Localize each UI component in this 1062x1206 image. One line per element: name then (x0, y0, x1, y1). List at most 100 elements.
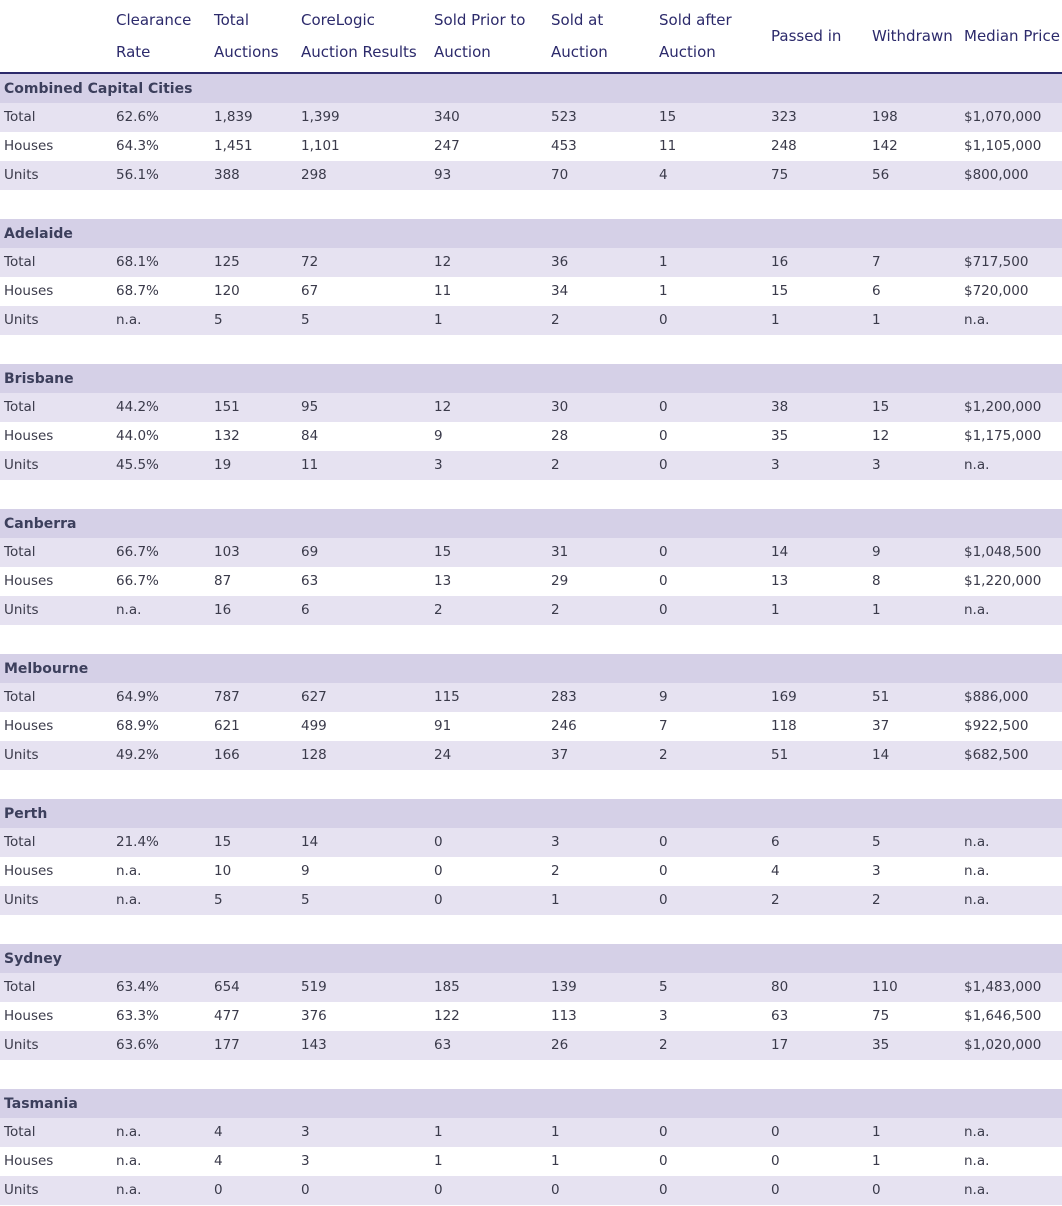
table-cell: 9 (872, 544, 881, 560)
table-row: Houses n.a. 10 9 0 2 0 4 3 n.a. (0, 857, 1062, 886)
region-title: Sydney (0, 944, 1062, 973)
table-cell: 9 (434, 428, 443, 444)
table-cell: 1,101 (301, 138, 340, 154)
table-cell: $717,500 (964, 254, 1029, 270)
table-cell: 0 (301, 1182, 310, 1198)
table-cell: 63 (301, 573, 319, 589)
row-label: Units (4, 312, 39, 328)
table-cell: 91 (434, 718, 452, 734)
header-sold-after: Sold after Auction (659, 11, 732, 61)
table-cell: 248 (771, 138, 797, 154)
table-row: Total 66.7% 103 69 15 31 0 14 9 $1,048,500 (0, 538, 1062, 567)
table-cell: 185 (434, 979, 460, 995)
row-label: Houses (4, 428, 54, 444)
table-cell: 1 (872, 1124, 881, 1140)
table-cell: 63 (434, 1037, 452, 1053)
table-cell: 340 (434, 109, 460, 125)
table-cell: 5 (872, 834, 881, 850)
table-cell: 1 (551, 1153, 560, 1169)
table-cell: 35 (771, 428, 789, 444)
table-cell: n.a. (964, 863, 990, 879)
table-row: Units 56.1% 388 298 93 70 4 75 56 $800,000 (0, 161, 1062, 190)
table-cell: 0 (551, 1182, 560, 1198)
table-cell: 1 (434, 1153, 443, 1169)
row-label: Total (4, 834, 36, 850)
table-cell: 246 (551, 718, 577, 734)
table-cell: 5 (301, 892, 310, 908)
table-cell: 177 (214, 1037, 240, 1053)
table-cell: 5 (214, 892, 223, 908)
table-cell: 62.6% (116, 109, 159, 125)
table-cell: n.a. (964, 1182, 990, 1198)
table-cell: 6 (872, 283, 881, 299)
table-cell: 66.7% (116, 573, 159, 589)
table-row: Total 62.6% 1,839 1,399 340 523 15 323 198 $1,070… (0, 103, 1062, 132)
table-cell: 1,399 (301, 109, 340, 125)
table-cell: 2 (659, 1037, 668, 1053)
table-cell: 4 (214, 1153, 223, 1169)
row-label: Units (4, 1037, 39, 1053)
table-cell: 75 (872, 1008, 890, 1024)
header-total-auctions: Total Auctions (214, 11, 279, 61)
table-cell: 12 (434, 254, 452, 270)
row-label: Total (4, 689, 36, 705)
table-cell: 151 (214, 399, 240, 415)
table-cell: 0 (659, 428, 668, 444)
header-withdrawn: Withdrawn (872, 27, 953, 45)
table-cell: 1 (659, 283, 668, 299)
table-cell: 166 (214, 747, 240, 763)
header-sold-prior: Sold Prior to Auction (434, 11, 526, 61)
table-row: Houses 66.7% 87 63 13 29 0 13 8 $1,220,000 (0, 567, 1062, 596)
table-cell: 0 (659, 1124, 668, 1140)
table-cell: 0 (659, 1182, 668, 1198)
table-row: Total n.a. 4 3 1 1 0 0 1 n.a. (0, 1118, 1062, 1147)
table-row: Units 49.2% 166 128 24 37 2 51 14 $682,500 (0, 741, 1062, 770)
table-cell: 7 (872, 254, 881, 270)
row-label: Houses (4, 1153, 54, 1169)
table-cell: 0 (434, 1182, 443, 1198)
table-cell: 110 (872, 979, 898, 995)
table-cell: 72 (301, 254, 319, 270)
table-cell: 87 (214, 573, 232, 589)
table-cell: 0 (659, 544, 668, 560)
table-cell: n.a. (116, 312, 142, 328)
table-cell: $1,105,000 (964, 138, 1042, 154)
row-label: Total (4, 399, 36, 415)
row-label: Houses (4, 138, 54, 154)
header-sold-at: Sold at Auction (551, 11, 608, 61)
table-cell: 2 (551, 312, 560, 328)
region-spacer (0, 915, 1062, 944)
table-cell: 70 (551, 167, 569, 183)
table-cell: 14 (771, 544, 789, 560)
table-row: Houses 68.9% 621 499 91 246 7 118 37 $922,500 (0, 712, 1062, 741)
table-cell: 15 (214, 834, 232, 850)
table-cell: 28 (551, 428, 569, 444)
table-cell: n.a. (116, 1182, 142, 1198)
table-cell: 3 (659, 1008, 668, 1024)
table-cell: $800,000 (964, 167, 1029, 183)
table-row: Total 44.2% 151 95 12 30 0 38 15 $1,200,000 (0, 393, 1062, 422)
table-cell: 2 (872, 892, 881, 908)
table-cell: 16 (214, 602, 232, 618)
row-label: Total (4, 254, 36, 270)
table-cell: 0 (771, 1182, 780, 1198)
region-spacer (0, 190, 1062, 219)
table-cell: 13 (434, 573, 452, 589)
table-body: Combined Capital Cities Total 62.6% 1,839 1,… (0, 74, 1062, 1205)
table-cell: 8 (872, 573, 881, 589)
table-cell: 10 (214, 863, 232, 879)
table-cell: 142 (872, 138, 898, 154)
table-cell: 68.9% (116, 718, 159, 734)
table-row: Houses 63.3% 477 376 122 113 3 63 75 $1,646,500 (0, 1002, 1062, 1031)
row-label: Houses (4, 573, 54, 589)
table-cell: 5 (659, 979, 668, 995)
table-cell: 35 (872, 1037, 890, 1053)
table-cell: 5 (214, 312, 223, 328)
table-cell: 1 (872, 1153, 881, 1169)
table-cell: 69 (301, 544, 319, 560)
row-label: Houses (4, 863, 54, 879)
table-row: Units 45.5% 19 11 3 2 0 3 3 n.a. (0, 451, 1062, 480)
table-cell: $1,200,000 (964, 399, 1042, 415)
header-corelogic-results: CoreLogic Auction Results (301, 11, 417, 61)
row-label: Total (4, 1124, 36, 1140)
